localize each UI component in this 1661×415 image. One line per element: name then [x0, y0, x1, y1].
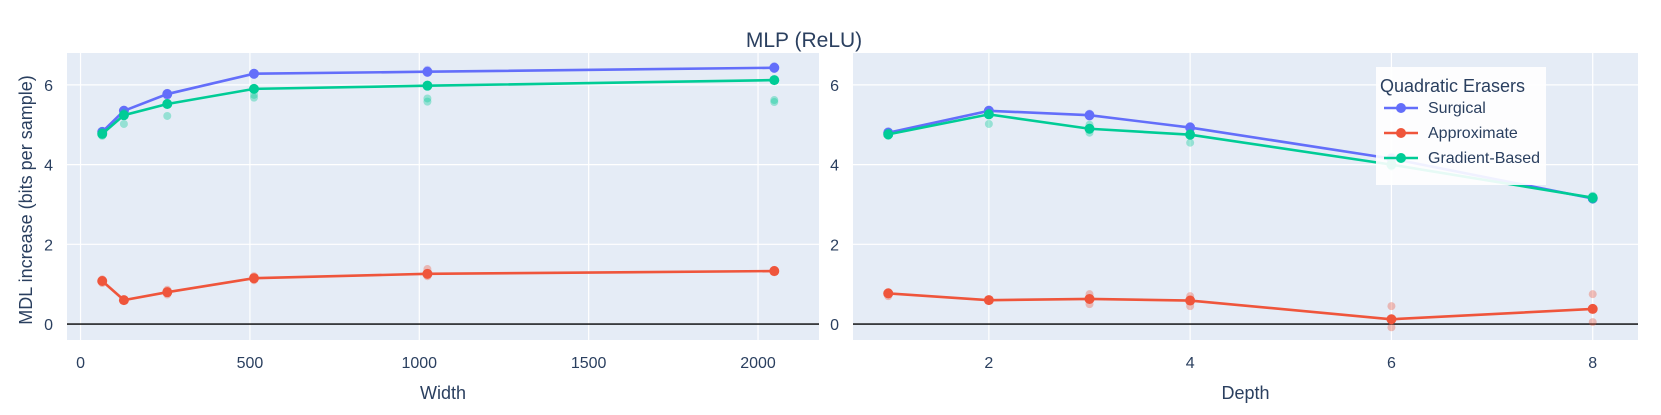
- data-point: [1084, 293, 1095, 304]
- y-tick-label: 0: [830, 317, 839, 334]
- data-point: [248, 83, 259, 94]
- legend-swatch-marker: [1396, 128, 1406, 138]
- legend-item-surgical[interactable]: Surgical: [1384, 100, 1486, 117]
- series-line: [888, 292, 1593, 321]
- width-panel: 0 2 4 6 0 500 1000 1500 2000 Width: [44, 53, 819, 403]
- sample-point: [119, 119, 128, 128]
- legend-label: Approximate: [1428, 125, 1518, 142]
- chart-title: MLP (ReLU): [746, 29, 862, 52]
- y-tick-label: 4: [44, 158, 53, 175]
- sample-point: [1588, 318, 1597, 327]
- data-point: [1185, 129, 1196, 140]
- sample-point: [1588, 290, 1597, 299]
- legend-swatch-marker: [1396, 153, 1406, 163]
- x-tick-label: 2000: [740, 355, 776, 372]
- x-tick-label: 6: [1387, 355, 1396, 372]
- data-point: [983, 295, 994, 306]
- x-tick-label: 0: [76, 355, 85, 372]
- x-tick-label: 8: [1588, 355, 1597, 372]
- x-tick-label: 1000: [401, 355, 437, 372]
- data-point: [162, 287, 173, 298]
- y-tick-label: 0: [44, 317, 53, 334]
- y-tick-label: 4: [830, 158, 839, 175]
- sample-point: [770, 96, 779, 105]
- x-tick-label: 1500: [571, 355, 607, 372]
- data-point: [1386, 314, 1397, 325]
- data-point: [422, 66, 433, 77]
- data-point: [883, 288, 894, 299]
- data-point: [118, 110, 129, 121]
- data-point: [97, 276, 108, 287]
- plot-background: [67, 53, 819, 340]
- data-point: [162, 99, 173, 110]
- legend-title: Quadratic Erasers: [1380, 76, 1525, 96]
- x-tick-label: 500: [237, 355, 264, 372]
- x-tick-label: 4: [1186, 355, 1195, 372]
- legend-label: Gradient-Based: [1428, 150, 1540, 167]
- data-point: [422, 80, 433, 91]
- sample-point: [984, 119, 993, 128]
- data-point: [1587, 192, 1598, 203]
- y-axis-title: MDL increase (bits per sample): [16, 75, 36, 324]
- data-point: [1185, 295, 1196, 306]
- y-tick-label: 6: [830, 78, 839, 95]
- data-point: [883, 129, 894, 140]
- x-tick-label: 2: [984, 355, 993, 372]
- legend-item-approximate[interactable]: Approximate: [1384, 125, 1518, 142]
- data-point: [769, 75, 780, 86]
- sample-point: [1387, 323, 1396, 332]
- data-point: [422, 268, 433, 279]
- series-approximate: [97, 265, 780, 306]
- x-axis-title: Depth: [1221, 383, 1269, 403]
- sample-point: [423, 94, 432, 103]
- sample-point: [1387, 302, 1396, 311]
- legend-swatch-marker: [1396, 103, 1406, 113]
- data-point: [248, 68, 259, 79]
- x-axis-title: Width: [420, 383, 466, 403]
- sample-point: [423, 97, 432, 106]
- y-tick-label: 2: [44, 237, 53, 254]
- data-point: [1084, 110, 1095, 121]
- legend-box: [1376, 67, 1546, 185]
- y-tick-label: 2: [830, 237, 839, 254]
- sample-point: [1186, 138, 1195, 147]
- data-point: [1587, 303, 1598, 314]
- legend[interactable]: Quadratic Erasers Surgical Approximate Gra…: [1376, 67, 1546, 185]
- data-point: [983, 109, 994, 120]
- sample-point: [163, 111, 172, 120]
- data-point: [118, 295, 129, 306]
- legend-label: Surgical: [1428, 100, 1486, 117]
- data-point: [97, 128, 108, 139]
- data-point: [162, 89, 173, 100]
- y-tick-label: 6: [44, 78, 53, 95]
- legend-item-gradient-based[interactable]: Gradient-Based: [1384, 150, 1540, 167]
- data-point: [769, 266, 780, 277]
- data-point: [1084, 123, 1095, 134]
- data-point: [769, 62, 780, 73]
- sample-point: [249, 93, 258, 102]
- sample-point: [770, 98, 779, 107]
- series-approximate: [883, 288, 1598, 332]
- data-point: [248, 273, 259, 284]
- series-gradient-based: [97, 75, 780, 140]
- data-point: [1185, 122, 1196, 133]
